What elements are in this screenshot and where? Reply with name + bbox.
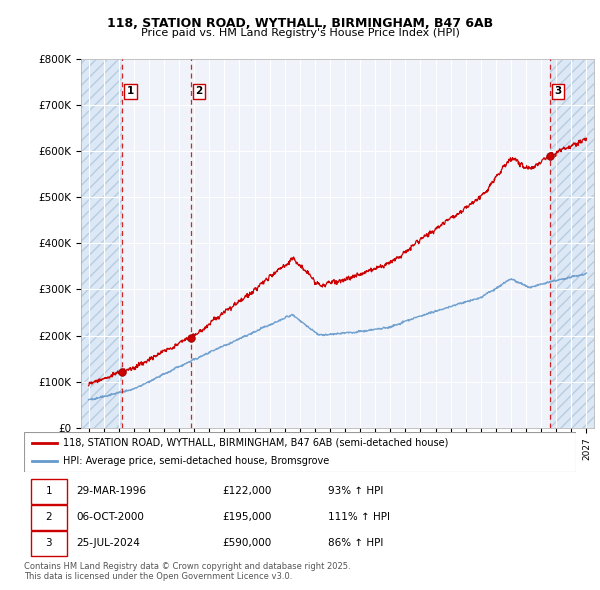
Text: £590,000: £590,000 (223, 538, 272, 548)
Text: 118, STATION ROAD, WYTHALL, BIRMINGHAM, B47 6AB: 118, STATION ROAD, WYTHALL, BIRMINGHAM, … (107, 17, 493, 30)
Text: 06-OCT-2000: 06-OCT-2000 (76, 512, 145, 522)
FancyBboxPatch shape (31, 532, 67, 556)
Text: 2: 2 (46, 512, 52, 522)
Text: £195,000: £195,000 (223, 512, 272, 522)
Text: 3: 3 (554, 86, 562, 96)
Text: 1: 1 (46, 486, 52, 496)
Text: 29-MAR-1996: 29-MAR-1996 (76, 486, 146, 496)
Text: 25-JUL-2024: 25-JUL-2024 (76, 538, 140, 548)
Text: 3: 3 (46, 538, 52, 548)
Text: Price paid vs. HM Land Registry's House Price Index (HPI): Price paid vs. HM Land Registry's House … (140, 28, 460, 38)
Text: 86% ↑ HPI: 86% ↑ HPI (328, 538, 383, 548)
Text: 1: 1 (127, 86, 134, 96)
FancyBboxPatch shape (31, 480, 67, 504)
FancyBboxPatch shape (24, 432, 576, 472)
Text: Contains HM Land Registry data © Crown copyright and database right 2025.
This d: Contains HM Land Registry data © Crown c… (24, 562, 350, 581)
Text: 118, STATION ROAD, WYTHALL, BIRMINGHAM, B47 6AB (semi-detached house): 118, STATION ROAD, WYTHALL, BIRMINGHAM, … (62, 438, 448, 448)
Text: 111% ↑ HPI: 111% ↑ HPI (328, 512, 389, 522)
Text: HPI: Average price, semi-detached house, Bromsgrove: HPI: Average price, semi-detached house,… (62, 456, 329, 466)
FancyBboxPatch shape (31, 506, 67, 530)
Text: £122,000: £122,000 (223, 486, 272, 496)
Text: 93% ↑ HPI: 93% ↑ HPI (328, 486, 383, 496)
Text: 2: 2 (195, 86, 202, 96)
